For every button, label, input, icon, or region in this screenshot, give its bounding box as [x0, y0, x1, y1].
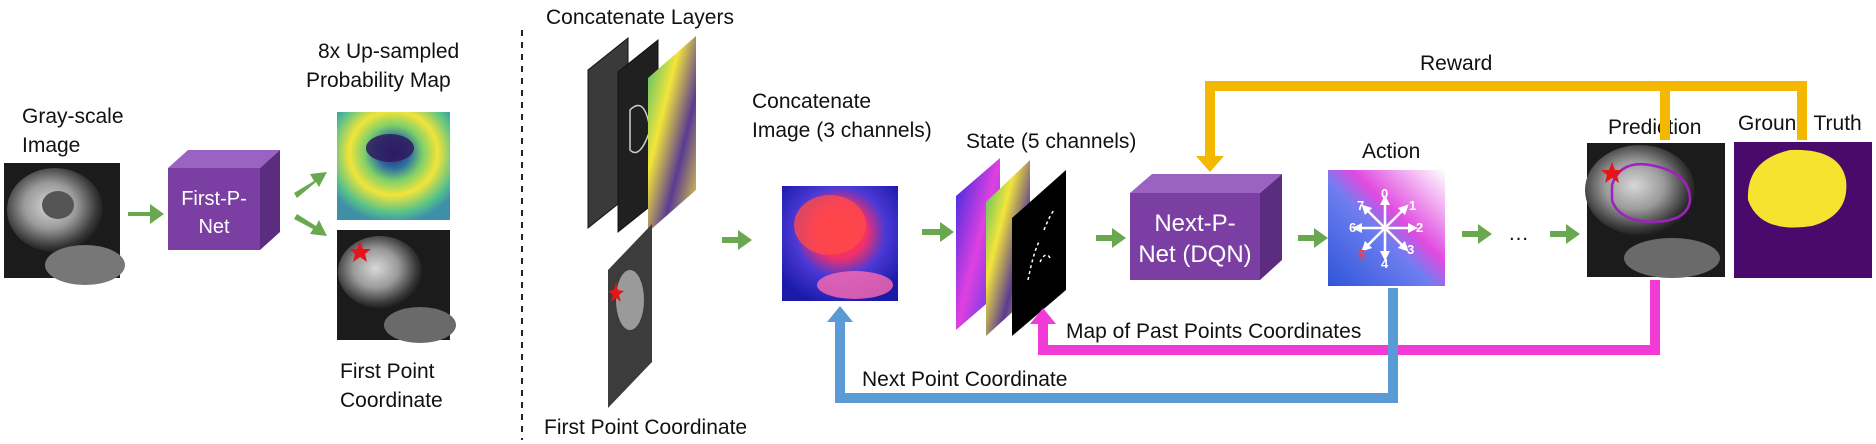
reward-arrow-head [1196, 156, 1224, 172]
flow-arrow-7 [1550, 224, 1580, 244]
first-point-image [337, 230, 456, 343]
past-points-arrow-head [1030, 308, 1056, 324]
state-label: State (5 channels) [966, 130, 1136, 153]
first-p-net-box: First-P- Net [168, 150, 280, 250]
action-dir-3: 3 [1407, 242, 1414, 257]
first-point-label-2: Coordinate [340, 389, 443, 412]
past-points-arrow [1038, 280, 1660, 355]
flow-arrow-6 [1462, 224, 1492, 244]
probability-map-image [337, 112, 450, 220]
flow-arrow-5 [1298, 228, 1328, 248]
upsampled-label-2: Probability Map [306, 69, 451, 92]
ellipsis-label: … [1508, 222, 1529, 245]
action-label: Action [1362, 140, 1420, 163]
reward-arrow [1205, 81, 1807, 158]
action-dir-1: 1 [1409, 198, 1416, 213]
next-point-label: Next Point Coordinate [862, 368, 1067, 391]
next-p-net-label-2: Net (DQN) [1138, 241, 1251, 268]
gray-scale-label-1: Gray-scale [22, 105, 124, 128]
prediction-star [1601, 162, 1623, 183]
concat-layers-stack [587, 36, 696, 234]
concat-image-label-2: Image (3 channels) [752, 119, 932, 142]
first-point-coordinate-label: First Point Coordinate [544, 416, 747, 439]
next-p-net-box: Next-P- Net (DQN) [1130, 174, 1282, 280]
next-point-arrow-head [827, 306, 853, 322]
state-stack [956, 158, 1066, 336]
flow-arrow-4 [1096, 228, 1126, 248]
first-p-net-label-1: First-P- [181, 188, 247, 210]
flow-arrow-1 [128, 204, 164, 224]
upsampled-label-1: 8x Up-sampled [318, 40, 459, 63]
action-dir-4: 4 [1381, 256, 1389, 271]
flow-arrow-upsampled [294, 172, 327, 198]
past-points-label: Map of Past Points Coordinates [1066, 320, 1361, 343]
concatenated-image [782, 186, 898, 301]
first-p-net-label-2: Net [198, 216, 230, 238]
next-p-net-label-1: Next-P- [1154, 210, 1235, 237]
prediction-label: Prediction [1608, 116, 1701, 139]
gray-scale-label-2: Image [22, 134, 80, 157]
first-point-label-1: First Point [340, 360, 435, 383]
ground-truth-image [1734, 142, 1872, 278]
flow-arrow-2 [722, 230, 752, 250]
action-dir-7: 7 [1357, 198, 1364, 213]
gray-scale-image [4, 163, 125, 285]
action-dir-5: 5 [1358, 247, 1365, 262]
first-point-layer [608, 224, 652, 408]
action-direction-rose [1352, 195, 1418, 261]
flow-arrow-3 [922, 222, 954, 242]
flow-arrow-firstpoint [294, 214, 327, 236]
action-dir-6: 6 [1349, 220, 1356, 235]
action-map: 0 1 2 3 4 5 6 7 [1328, 170, 1445, 286]
next-point-arrow [835, 288, 1398, 403]
action-dir-0: 0 [1381, 186, 1388, 201]
concat-layers-label: Concatenate Layers [546, 6, 734, 29]
prediction-image [1585, 143, 1725, 278]
concat-image-label-1: Concatenate [752, 90, 871, 113]
action-dir-2: 2 [1416, 220, 1423, 235]
reward-label: Reward [1420, 52, 1492, 75]
first-point-star [349, 241, 371, 262]
